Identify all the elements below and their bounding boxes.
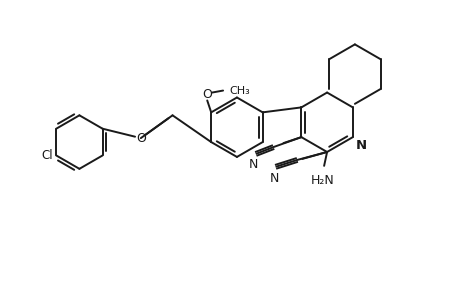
Text: O: O	[135, 132, 146, 145]
Text: CH₃: CH₃	[229, 85, 249, 96]
Text: N: N	[249, 158, 258, 171]
Text: O: O	[202, 88, 212, 101]
Text: N: N	[355, 139, 366, 152]
Text: H₂N: H₂N	[309, 174, 333, 187]
Text: N: N	[269, 172, 279, 185]
Text: Cl: Cl	[42, 149, 53, 162]
